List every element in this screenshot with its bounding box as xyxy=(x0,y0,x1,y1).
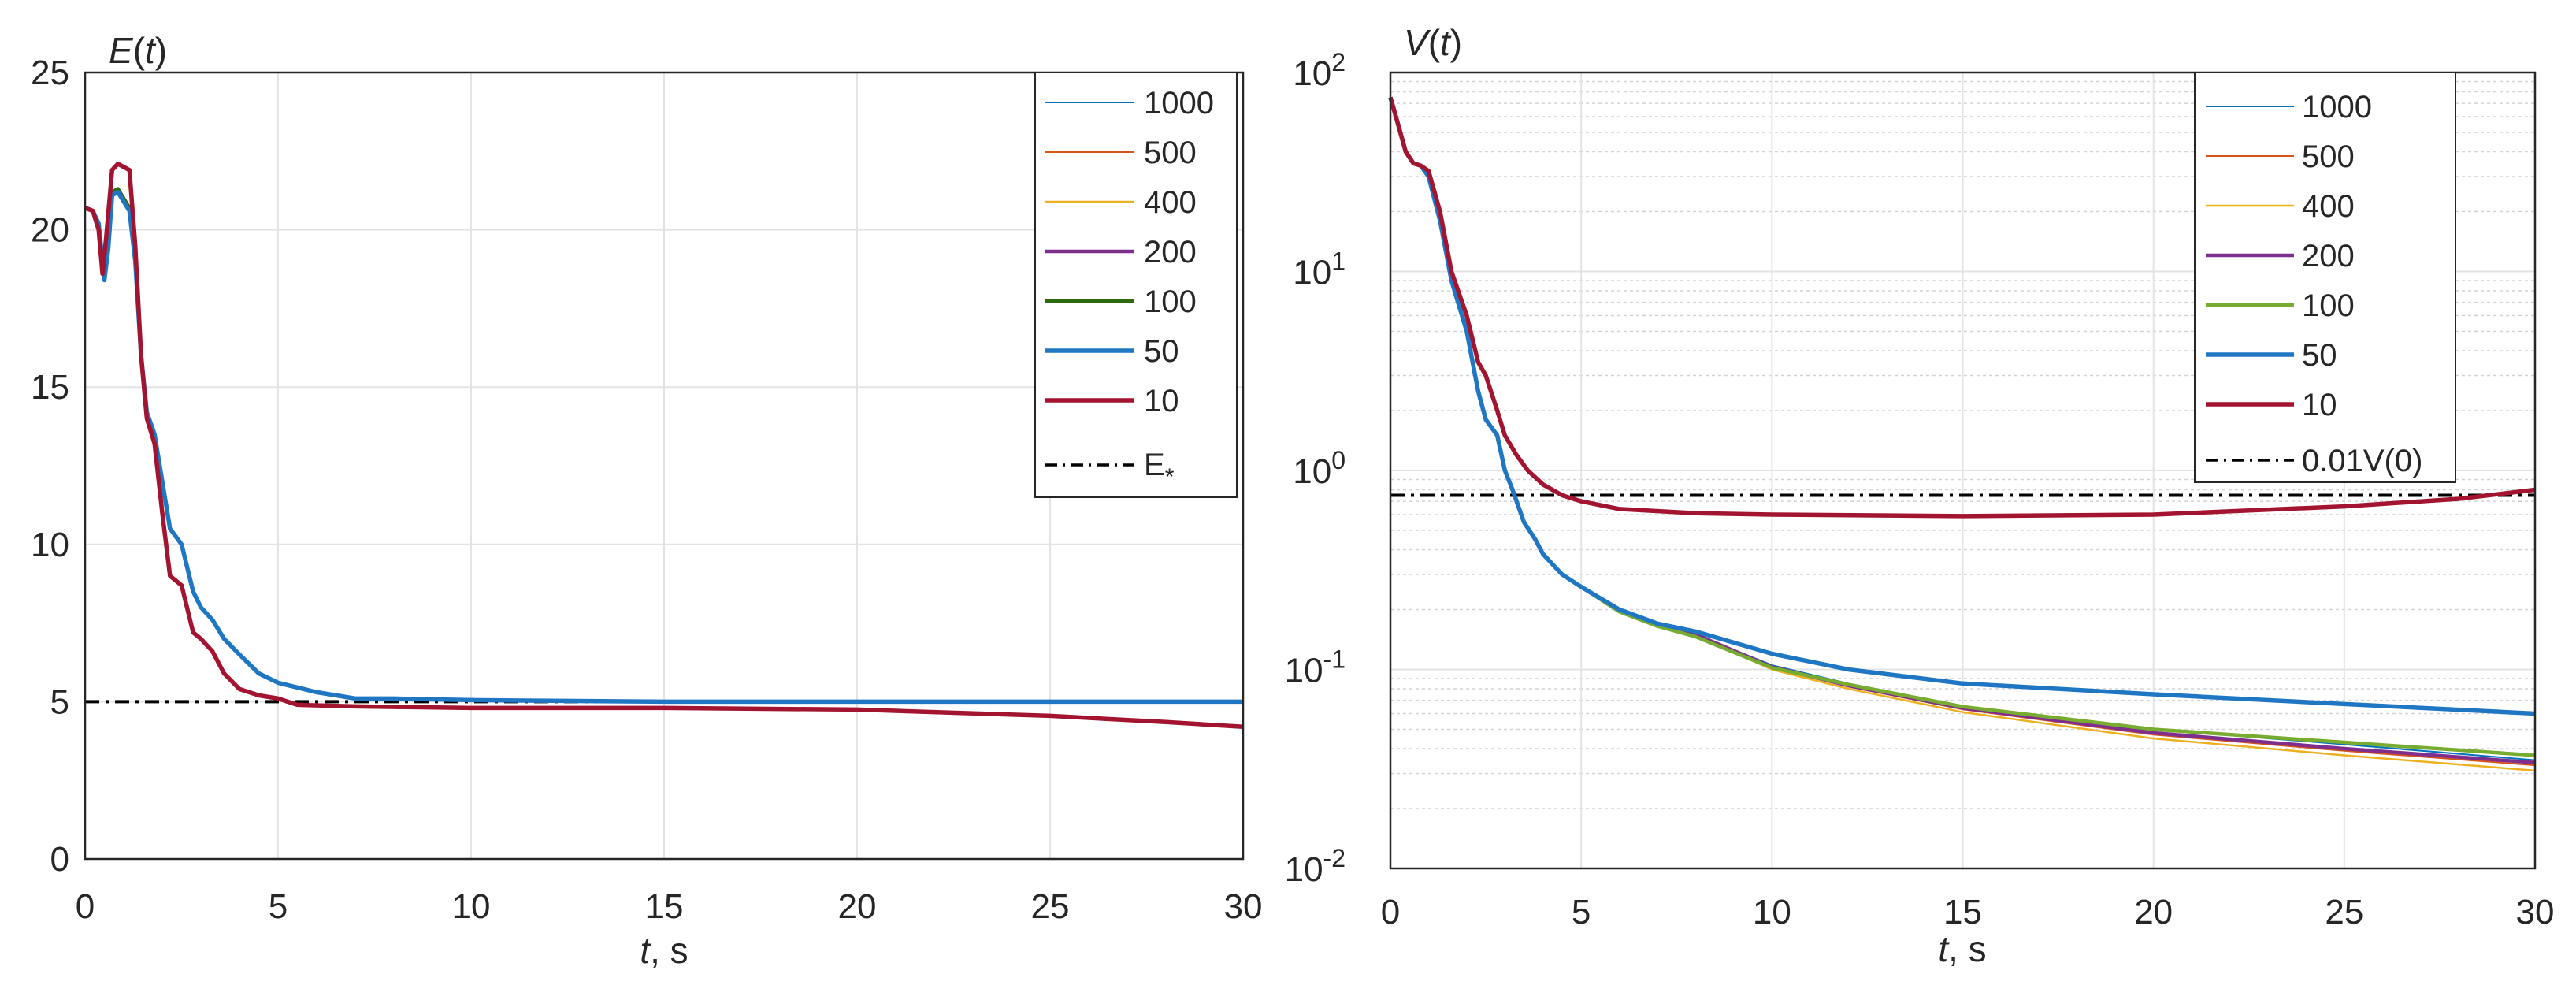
right-legend-label-50: 50 xyxy=(2302,338,2337,373)
right-x-tick-label: 0 xyxy=(1381,893,1400,931)
right-y-label-arg: t xyxy=(1440,22,1452,63)
left-series-line-50 xyxy=(84,189,1243,705)
left-x-label-var: t xyxy=(640,930,651,971)
right-series-line-50 xyxy=(1388,96,2536,716)
right-legend-items: 1000 500 400 200 100 50 10 xyxy=(2206,90,2372,422)
left-legend-label-200: 200 xyxy=(1144,235,1197,270)
left-legend-label-400: 400 xyxy=(1144,185,1197,220)
left-y-tick-label: 0 xyxy=(50,840,69,879)
left-y-label-arg: t xyxy=(145,30,157,71)
left-legend: 1000 500 400 200 100 50 10 E* xyxy=(1034,72,1238,498)
right-x-label-var: t xyxy=(1938,928,1950,969)
right-x-tick-label: 10 xyxy=(1753,893,1791,931)
right-x-tick-label: 5 xyxy=(1572,893,1591,931)
right-x-axis-label: t, s xyxy=(1938,928,1986,969)
left-x-tick-label: 0 xyxy=(76,887,95,926)
left-series-layer xyxy=(84,162,1244,730)
left-y-tick-label: 5 xyxy=(50,682,69,721)
left-legend-box xyxy=(1034,72,1238,498)
right-y-label-var: V xyxy=(1404,22,1431,63)
left-series-line-10 xyxy=(84,162,1244,730)
left-x-tick-labels: 0 5 10 15 20 25 30 xyxy=(76,887,1263,926)
left-x-tick-label: 20 xyxy=(838,887,877,926)
left-legend-ref-main: E xyxy=(1144,448,1165,482)
left-legend-label-1000: 1000 xyxy=(1144,86,1214,121)
left-x-tick-label: 15 xyxy=(645,887,684,926)
left-legend-ref-label: E* xyxy=(1144,448,1175,490)
left-x-tick-label: 25 xyxy=(1031,887,1070,926)
right-legend-box xyxy=(2194,72,2456,483)
left-legend-label-500: 500 xyxy=(1144,136,1197,170)
left-y-tick-labels: 0 5 10 15 20 25 xyxy=(31,54,69,879)
left-legend-items: 1000 500 400 200 100 50 10 xyxy=(1045,86,1214,418)
left-axes-box xyxy=(84,71,1245,861)
right-y-tick-label: 10-1 xyxy=(1285,645,1346,690)
left-y-axis-label: E(t) xyxy=(109,30,167,71)
right-series-layer xyxy=(1388,96,2536,772)
left-y-tick-label: 10 xyxy=(31,526,69,564)
right-legend-label-1000: 1000 xyxy=(2302,90,2372,125)
right-x-tick-label: 15 xyxy=(1943,893,1982,931)
right-y-tick-label: 10-2 xyxy=(1285,844,1346,889)
left-y-tick-label: 15 xyxy=(31,368,69,407)
left-legend-label-50: 50 xyxy=(1144,334,1179,369)
right-x-tick-label: 20 xyxy=(2134,893,2173,931)
right-grid xyxy=(1390,72,2536,869)
left-y-tick-label: 25 xyxy=(31,54,69,92)
left-y-tick-label: 20 xyxy=(31,211,69,250)
left-legend-ref-sub: * xyxy=(1165,464,1175,490)
right-series-line-10 xyxy=(1388,96,2536,519)
right-y-tick-label: 100 xyxy=(1293,446,1346,491)
right-legend-label-400: 400 xyxy=(2302,189,2355,224)
right-x-label-unit: , s xyxy=(1948,928,1987,969)
right-axes-box xyxy=(1389,71,2537,870)
right-legend-ref-label: 0.01V(0) xyxy=(2302,444,2422,478)
right-x-tick-label: 30 xyxy=(2516,893,2555,931)
right-legend: 1000 500 400 200 100 50 10 0.01V(0) xyxy=(2194,72,2456,483)
left-legend-label-100: 100 xyxy=(1144,284,1197,319)
left-y-label-var: E xyxy=(109,30,134,71)
right-legend-label-10: 10 xyxy=(2302,388,2337,422)
right-legend-label-500: 500 xyxy=(2302,139,2355,174)
right-y-tick-labels: 10-2 10-1 100 101 102 xyxy=(1285,48,1346,889)
left-x-tick-label: 30 xyxy=(1224,887,1263,926)
left-x-label-unit: , s xyxy=(650,930,689,971)
right-x-tick-labels: 0 5 10 15 20 25 30 xyxy=(1381,893,2555,931)
right-legend-label-100: 100 xyxy=(2302,288,2355,323)
right-legend-label-200: 200 xyxy=(2302,239,2355,273)
right-y-tick-label: 101 xyxy=(1293,247,1346,292)
left-x-tick-label: 5 xyxy=(269,887,288,926)
right-y-axis-label: V(t) xyxy=(1404,22,1462,63)
right-y-tick-label: 102 xyxy=(1293,48,1346,93)
left-x-tick-label: 10 xyxy=(452,887,491,926)
left-legend-label-10: 10 xyxy=(1144,384,1179,418)
left-x-axis-label: t, s xyxy=(640,930,688,971)
right-x-tick-label: 25 xyxy=(2325,893,2363,931)
